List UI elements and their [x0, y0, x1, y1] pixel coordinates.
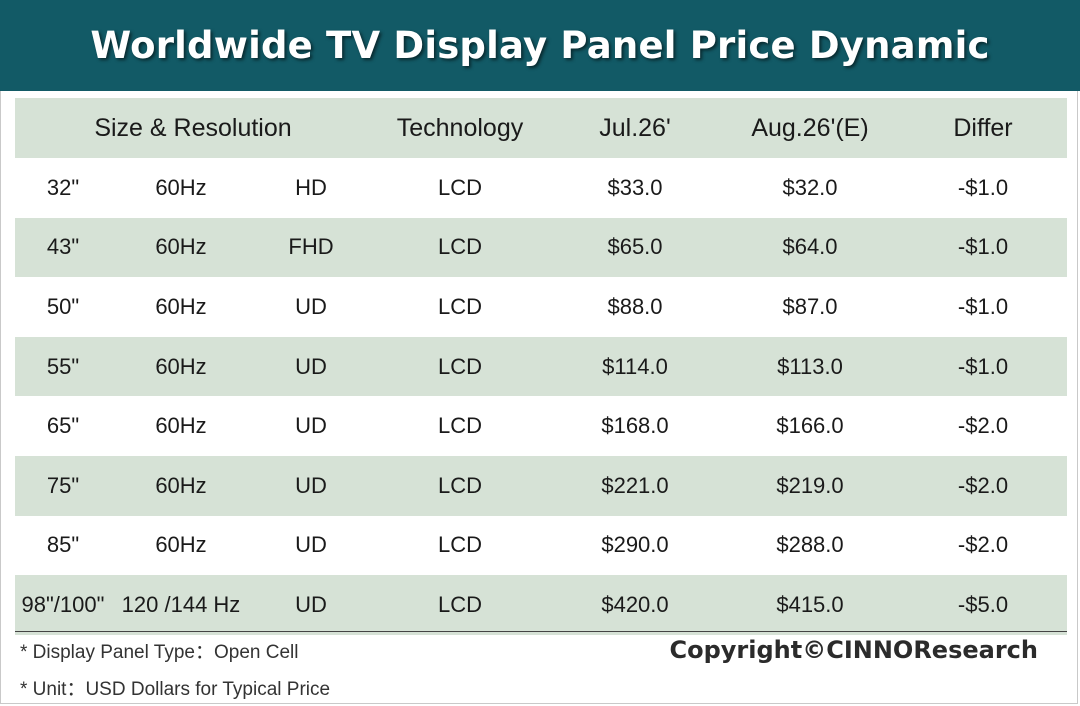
table-row: 65" 60Hz UD LCD $168.0 $166.0 -$2.0 [15, 396, 1067, 456]
cell-resolution: UD [295, 532, 327, 558]
cell-differ: -$2.0 [957, 413, 1009, 439]
cell-technology: LCD [437, 591, 482, 617]
cell-technology: LCD [437, 234, 482, 260]
footnote-unit: * Unit：USD Dollars for Typical Price [20, 679, 331, 700]
cell-differ: -$1.0 [957, 293, 1009, 319]
cell-technology: LCD [437, 413, 482, 439]
cell-jul-price: $114.0 [602, 353, 668, 379]
cell-refresh-rate: 60Hz [155, 293, 207, 319]
cell-resolution: FHD [288, 234, 334, 260]
cell-size: 32" [46, 174, 80, 200]
cell-jul-price: $88.0 [607, 293, 663, 319]
cell-differ: -$1.0 [957, 353, 1009, 379]
cell-refresh-rate: 60Hz [155, 353, 207, 379]
cell-differ: -$2.0 [957, 532, 1009, 558]
cell-aug-price: $113.0 [777, 353, 843, 379]
cell-resolution: UD [295, 472, 327, 498]
cell-size: 50" [46, 293, 80, 319]
table-row: 75" 60Hz UD LCD $221.0 $219.0 -$2.0 [15, 455, 1067, 516]
table-body: 32" 60Hz HD LCD $33.0 $32.0 -$1.0 43" 60Hz FHD LCD… [15, 158, 1067, 635]
table-row: 32" 60Hz HD LCD $33.0 $32.0 -$1.0 [15, 158, 1067, 218]
cell-refresh-rate: 60Hz [155, 174, 207, 200]
header-aug: Aug.26'(E) [751, 113, 869, 142]
cell-size: 75" [46, 472, 80, 498]
table-row: 98"/100" 120 /144 Hz UD LCD $420.0 $415.0 -$5.… [15, 575, 1067, 635]
cell-jul-price: $221.0 [601, 472, 669, 498]
cell-aug-price: $64.0 [782, 234, 838, 260]
cell-aug-price: $166.0 [776, 413, 844, 439]
cell-size: 55" [46, 353, 80, 379]
copyright-text: Copyright©CINNOResearch [669, 636, 1038, 664]
cell-size: 43" [46, 234, 80, 260]
table-bottom-rule [15, 631, 1067, 632]
cell-aug-price: $288.0 [776, 532, 844, 558]
cell-size: 85" [46, 532, 80, 558]
table-row: 50" 60Hz UD LCD $88.0 $87.0 -$1.0 [15, 277, 1067, 337]
cell-size: 65" [46, 413, 80, 439]
cell-refresh-rate: 120 /144 Hz [121, 591, 241, 617]
title-bar: Worldwide TV Display Panel Price Dynamic [0, 0, 1080, 91]
cell-refresh-rate: 60Hz [155, 532, 207, 558]
table-header-row: Size & Resolution Technology Jul.26' Aug… [15, 98, 1067, 158]
cell-jul-price: $65.0 [607, 234, 663, 260]
cell-technology: LCD [437, 174, 482, 200]
cell-differ: -$1.0 [957, 234, 1009, 260]
cell-technology: LCD [437, 293, 482, 319]
cell-resolution: HD [295, 174, 327, 200]
cell-differ: -$5.0 [957, 591, 1009, 617]
cell-technology: LCD [437, 532, 482, 558]
price-table: Size & Resolution Technology Jul.26' Aug… [15, 98, 1067, 635]
cell-resolution: UD [295, 293, 327, 319]
cell-technology: LCD [437, 353, 482, 379]
cell-resolution: UD [295, 413, 327, 439]
header-technology: Technology [396, 113, 524, 142]
table-row: 85" 60Hz UD LCD $290.0 $288.0 -$2.0 [15, 516, 1067, 576]
cell-jul-price: $420.0 [601, 591, 669, 617]
cell-aug-price: $219.0 [776, 472, 844, 498]
cell-refresh-rate: 60Hz [155, 413, 207, 439]
header-jul: Jul.26' [599, 113, 671, 142]
header-differ: Differ [953, 113, 1013, 142]
footnote-panel-type: * Display Panel Type：Open Cell [20, 642, 299, 663]
table-row: 55" 60Hz UD LCD $114.0 $113.0 -$1.0 [15, 336, 1067, 397]
cell-jul-price: $168.0 [601, 413, 669, 439]
cell-refresh-rate: 60Hz [155, 234, 207, 260]
cell-differ: -$1.0 [957, 174, 1009, 200]
cell-jul-price: $33.0 [607, 174, 663, 200]
cell-refresh-rate: 60Hz [155, 472, 207, 498]
cell-resolution: UD [295, 353, 327, 379]
cell-aug-price: $32.0 [782, 174, 838, 200]
cell-jul-price: $290.0 [601, 532, 669, 558]
cell-aug-price: $87.0 [782, 293, 838, 319]
table-row: 43" 60Hz FHD LCD $65.0 $64.0 -$1.0 [15, 217, 1067, 278]
cell-aug-price: $415.0 [776, 591, 844, 617]
cell-resolution: UD [295, 591, 327, 617]
page-title: Worldwide TV Display Panel Price Dynamic [90, 24, 990, 67]
cell-technology: LCD [437, 472, 482, 498]
cell-size: 98"/100" [21, 591, 105, 617]
cell-differ: -$2.0 [957, 472, 1009, 498]
header-size-resolution: Size & Resolution [94, 113, 292, 142]
